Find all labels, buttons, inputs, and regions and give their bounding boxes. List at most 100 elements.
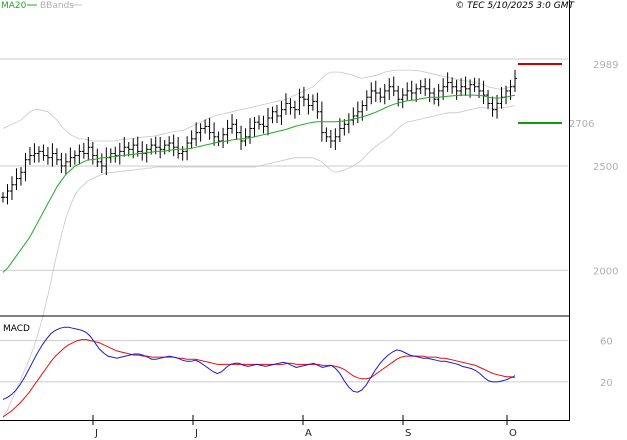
ohlc-bar (333, 128, 338, 150)
ohlc-bar (95, 148, 100, 168)
ohlc-bar (257, 115, 261, 130)
ohlc-bar (18, 167, 23, 186)
ohlc-bar (176, 137, 181, 159)
price-y-tick: 2000 (593, 266, 618, 277)
ohlc-bar (230, 114, 235, 134)
price-panel: 2000 2500 2989 2706 (0, 58, 618, 417)
ohlc-bar (131, 138, 136, 159)
ohlc-bar (77, 144, 82, 165)
ohlc-bar (288, 98, 293, 115)
ohlc-bar (310, 94, 315, 111)
macd-gridlines (0, 340, 568, 383)
ohlc-bar (418, 79, 423, 95)
ohlc-bar (72, 150, 77, 165)
x-tick-label: O (509, 428, 517, 439)
macd-title: MACD (3, 324, 30, 334)
ohlc-bar (342, 119, 347, 136)
ohlc-bar (248, 118, 253, 144)
ohlc-bar (108, 148, 113, 163)
ohlc-bar (477, 78, 482, 99)
x-tick-label: S (405, 428, 411, 439)
resistance-label: 2989 (593, 60, 618, 71)
ohlc-bar (36, 146, 41, 163)
ohlc-bar (324, 127, 329, 143)
x-tick-label: J (194, 428, 198, 439)
price-y-tick: 2500 (593, 162, 618, 173)
ohlc-bar (355, 101, 360, 124)
ohlc-bar (243, 128, 248, 147)
ohlc-bar (122, 137, 127, 157)
ohlc-bar (113, 146, 118, 163)
ohlc-bar (54, 148, 59, 165)
ohlc-bar (158, 137, 163, 159)
ohlc-bar (23, 152, 28, 182)
ohlc-bar (99, 153, 104, 174)
ohlc-bar (194, 122, 199, 146)
ohlc-bar (495, 94, 500, 119)
ohlc-bar (252, 116, 257, 138)
ohlc-bar (27, 147, 32, 165)
ohlc-bar (212, 122, 217, 146)
ohlc-bar (171, 134, 176, 157)
ohlc-bar (41, 144, 46, 161)
ohlc-bar (117, 142, 122, 165)
ohlc-bar (423, 78, 428, 96)
ohlc-bar (59, 152, 64, 174)
ohlc-bar (369, 82, 374, 105)
macd-signal-line (2, 339, 516, 418)
ma20-line (2, 94, 516, 273)
ohlc-bar (216, 131, 221, 147)
ohlc-bar (364, 90, 369, 111)
x-tick-label: J (94, 428, 98, 439)
support-label: 2706 (569, 119, 594, 130)
ohlc-bar (207, 117, 212, 140)
ohlc-bar (297, 88, 302, 115)
ohlc-bar (239, 125, 244, 150)
macd-line (2, 326, 516, 400)
ohlc-bars (1, 69, 517, 205)
ohlc-bar (472, 77, 477, 92)
ohlc-bar (221, 127, 226, 149)
price-y-tick-labels: 2000 2500 (593, 162, 618, 277)
ohlc-bar (68, 147, 73, 168)
ohlc-bar (382, 84, 387, 105)
ohlc-bar (391, 76, 396, 97)
ohlc-bar (234, 119, 239, 140)
ohlc-bar (144, 144, 149, 163)
ohlc-bar (315, 92, 320, 119)
ohlc-bar (427, 78, 432, 102)
ohlc-bar (203, 119, 208, 134)
ohlc-bar (432, 87, 437, 105)
ohlc-bar (279, 101, 284, 125)
ohlc-bar (32, 143, 37, 163)
ohlc-bar (450, 77, 455, 94)
ohlc-bar (180, 146, 185, 161)
ohlc-bar (9, 176, 14, 200)
ohlc-bar (283, 93, 288, 115)
ohlc-bar (225, 119, 230, 144)
ohlc-bar (459, 78, 464, 97)
ohlc-bar (90, 142, 95, 165)
ohlc-bar (463, 76, 468, 96)
ohlc-bar (274, 104, 279, 124)
x-tick-label: A (305, 428, 312, 439)
ohlc-bar (346, 113, 351, 134)
ohlc-bar (198, 123, 203, 142)
copyright-text: © TEC 5/10/2025 3:0 GMT (455, 1, 575, 11)
ohlc-bar (405, 82, 410, 101)
ohlc-bar (400, 88, 405, 109)
ohlc-bar (50, 143, 55, 167)
ohlc-bar (292, 100, 297, 119)
ohlc-bar (445, 72, 450, 92)
ohlc-bar (337, 118, 342, 143)
ohlc-bar (162, 139, 167, 155)
ohlc-bar (265, 107, 270, 136)
ohlc-bar (441, 78, 446, 100)
ohlc-bar (490, 96, 495, 117)
ohlc-bar (306, 94, 311, 115)
ohlc-bar (414, 83, 419, 102)
